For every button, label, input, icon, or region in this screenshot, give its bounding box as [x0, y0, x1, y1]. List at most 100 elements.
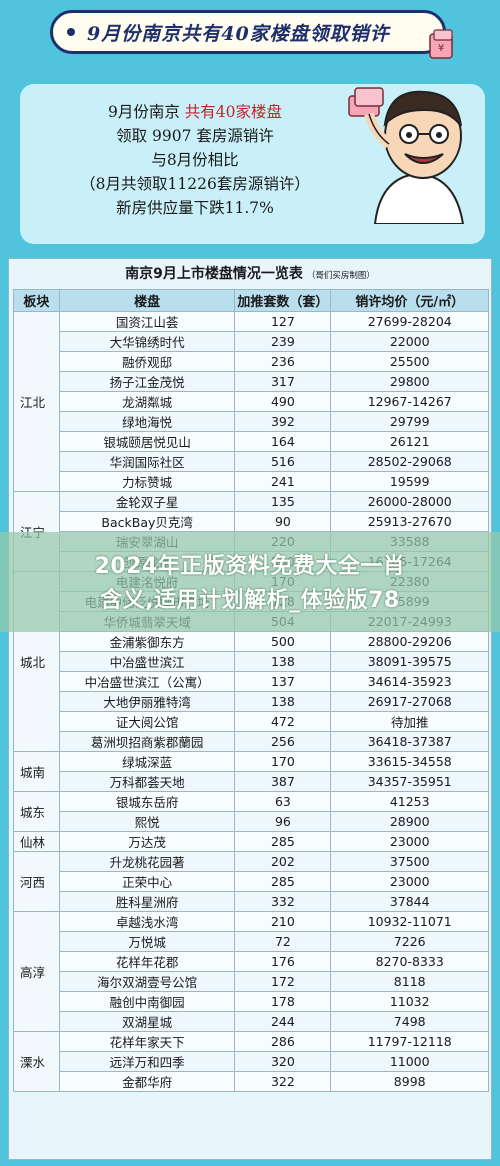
price-cell: 29799: [330, 411, 489, 432]
price-cell: 12967-14267: [330, 391, 489, 412]
project-name-cell: 双湖星城: [58, 1011, 236, 1032]
price-cell: 29800: [330, 371, 489, 392]
price-cell: 8270-8333: [330, 951, 489, 972]
price-cell: 26000-28000: [330, 491, 489, 512]
table-row: 万悦城 72 7226: [14, 931, 489, 952]
price-cell: 23000: [330, 871, 489, 892]
summary-highlight: 共有40家楼盘: [184, 103, 283, 121]
price-cell: 38091-39575: [330, 651, 489, 672]
table-title-note: （哥们买房制图）: [306, 271, 375, 281]
table-row: 大华锦绣时代 239 22000: [14, 331, 489, 352]
units-cell: 500: [234, 631, 332, 652]
table-row: 海尔双湖壹号公馆 172 8118: [14, 971, 489, 992]
units-cell: 322: [234, 1071, 332, 1092]
price-cell: 10932-11071: [330, 911, 489, 932]
project-name-cell: 卓越浅水湾: [58, 911, 236, 932]
units-cell: 135: [234, 491, 332, 512]
project-name-cell: 万科都荟天地: [58, 771, 236, 792]
units-cell: 164: [234, 431, 332, 452]
project-name-cell: 金都华府: [58, 1071, 236, 1092]
region-cell: 江北: [13, 311, 60, 492]
price-cell: 8118: [330, 971, 489, 992]
table-row: 绿地海悦 392 29799: [14, 411, 489, 432]
summary-line-5: 新房供应量下跌11.7%: [116, 199, 274, 217]
header-project: 楼盘: [58, 289, 236, 312]
price-cell: 26917-27068: [330, 691, 489, 712]
price-cell: 8998: [330, 1071, 489, 1092]
price-cell: 36418-37387: [330, 731, 489, 752]
units-cell: 320: [234, 1051, 332, 1072]
region-cell: 高淳: [13, 911, 60, 1032]
project-name-cell: 金浦紫御东方: [58, 631, 236, 652]
watermark-line-1: 2024年正版资料免费大全一肖: [94, 554, 406, 579]
units-cell: 392: [234, 411, 332, 432]
table-title: 南京9月上市楼盘情况一览表 （哥们买房制图）: [9, 263, 491, 283]
project-name-cell: 大华锦绣时代: [58, 331, 236, 352]
units-cell: 138: [234, 651, 332, 672]
project-name-cell: 龙湖粼城: [58, 391, 236, 412]
table-row: 江北 国资江山荟 127 27699-28204: [13, 311, 489, 492]
units-cell: 244: [234, 1011, 332, 1032]
project-name-cell: 银城颐居悦见山: [58, 431, 236, 452]
bullet-dot: [67, 28, 75, 36]
table-body: 江北 国资江山荟 127 27699-28204 大华锦绣时代 239 22000 融侨观邸 2…: [13, 311, 489, 1092]
region-cell: 河西: [13, 851, 60, 912]
table-row: 银城颐居悦见山 164 26121: [14, 431, 489, 452]
units-cell: 387: [234, 771, 332, 792]
project-name-cell: 葛洲坝招商紫郡蘭园: [58, 731, 236, 752]
price-cell: 19599: [330, 471, 489, 492]
project-name-cell: 胜科星洲府: [58, 891, 236, 912]
units-cell: 285: [234, 871, 332, 892]
units-cell: 210: [234, 911, 332, 932]
project-name-cell: 绿城深蓝: [58, 751, 236, 772]
units-cell: 472: [234, 711, 332, 732]
table-row: 仙林 万达茂 285 23000: [13, 831, 489, 852]
project-name-cell: 融侨观邸: [58, 351, 236, 372]
header-banner: 9月份南京共有40家楼盘领取销许: [50, 10, 446, 54]
summary-text: 9月份南京 共有40家楼盘 领取 9907 套房源销许 与8月份相比 （8月共领…: [45, 100, 345, 220]
units-cell: 241: [234, 471, 332, 492]
table-row: 葛洲坝招商紫郡蘭园 256 36418-37387: [14, 731, 489, 752]
project-name-cell: 金轮双子星: [58, 491, 236, 512]
table-row: 金浦紫御东方 500 28800-29206: [14, 631, 489, 652]
price-cell: 11032: [330, 991, 489, 1012]
region-cell: 城南: [13, 751, 60, 792]
table-row: 双湖星城 244 7498: [14, 1011, 489, 1032]
price-cell: 33615-34558: [330, 751, 489, 772]
units-cell: 285: [234, 831, 332, 852]
project-name-cell: 绿地海悦: [58, 411, 236, 432]
price-cell: 41253: [330, 791, 489, 812]
price-cell: 25500: [330, 351, 489, 372]
money-stack-icon: ¥: [429, 29, 453, 59]
summary-line-2: 领取 9907 套房源销许: [116, 127, 274, 145]
svg-text:¥: ¥: [438, 43, 444, 54]
table-row: 中冶盛世滨江 138 38091-39575: [14, 651, 489, 672]
price-cell: 25913-27670: [330, 511, 489, 532]
table-row: 力标赞城 241 19599: [14, 471, 489, 492]
region-cell: 仙林: [13, 831, 60, 852]
header-units: 加推套数（套）: [234, 289, 332, 312]
units-cell: 63: [234, 791, 332, 812]
table-row: 胜科星洲府 332 37844: [14, 891, 489, 912]
units-cell: 72: [234, 931, 332, 952]
price-cell: 28800-29206: [330, 631, 489, 652]
table-row: 城东 银城东岳府 63 41253: [13, 791, 489, 832]
table-title-text: 南京9月上市楼盘情况一览表: [125, 266, 303, 282]
table-row: 万科都荟天地 387 34357-35951: [14, 771, 489, 792]
project-name-cell: 中冶盛世滨江: [58, 651, 236, 672]
project-name-cell: 华润国际社区: [58, 451, 236, 472]
table-row: 金都华府 322 8998: [14, 1071, 489, 1092]
units-cell: 236: [234, 351, 332, 372]
units-cell: 490: [234, 391, 332, 412]
price-cell: 7226: [330, 931, 489, 952]
table-row: 远洋万和四季 320 11000: [14, 1051, 489, 1072]
units-cell: 516: [234, 451, 332, 472]
units-cell: 286: [234, 1031, 332, 1052]
units-cell: 256: [234, 731, 332, 752]
summary-line-3: 与8月份相比: [151, 151, 239, 169]
project-name-cell: 力标赞城: [58, 471, 236, 492]
price-cell: 27699-28204: [330, 311, 489, 332]
mascot-illustration: [348, 87, 465, 224]
units-cell: 332: [234, 891, 332, 912]
price-cell: 11797-12118: [330, 1031, 489, 1052]
